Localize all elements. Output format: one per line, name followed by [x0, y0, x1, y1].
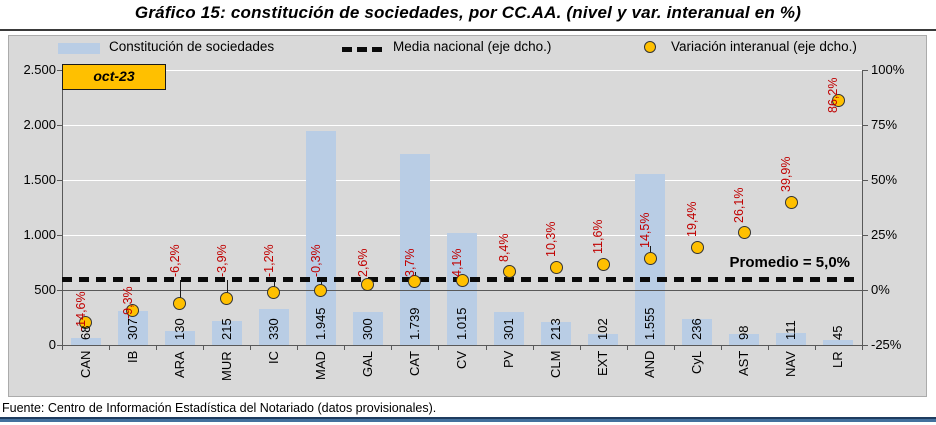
footer-source: Fuente: Centro de Información Estadístic…	[2, 401, 437, 415]
dashed-line-icon	[372, 47, 382, 52]
footer-divider	[0, 417, 936, 422]
promedio-annotation: Promedio = 5,0%	[729, 254, 850, 271]
period-badge: oct-23	[62, 64, 166, 90]
legend-label-bars: Constitución de sociedades	[109, 39, 275, 54]
bar-series-swatch	[58, 43, 100, 54]
title-divider	[0, 29, 936, 31]
dashed-line-icon	[357, 47, 367, 52]
chart-legend: Constitución de sociedades Media naciona…	[0, 38, 936, 58]
dot-marker-icon	[644, 41, 656, 53]
dashed-line-icon	[342, 47, 352, 52]
legend-label-variacion: Variación interanual (eje dcho.)	[671, 39, 857, 54]
chart-title: Gráfico 15: constitución de sociedades, …	[134, 3, 802, 22]
legend-label-media: Media nacional (eje dcho.)	[393, 39, 552, 54]
